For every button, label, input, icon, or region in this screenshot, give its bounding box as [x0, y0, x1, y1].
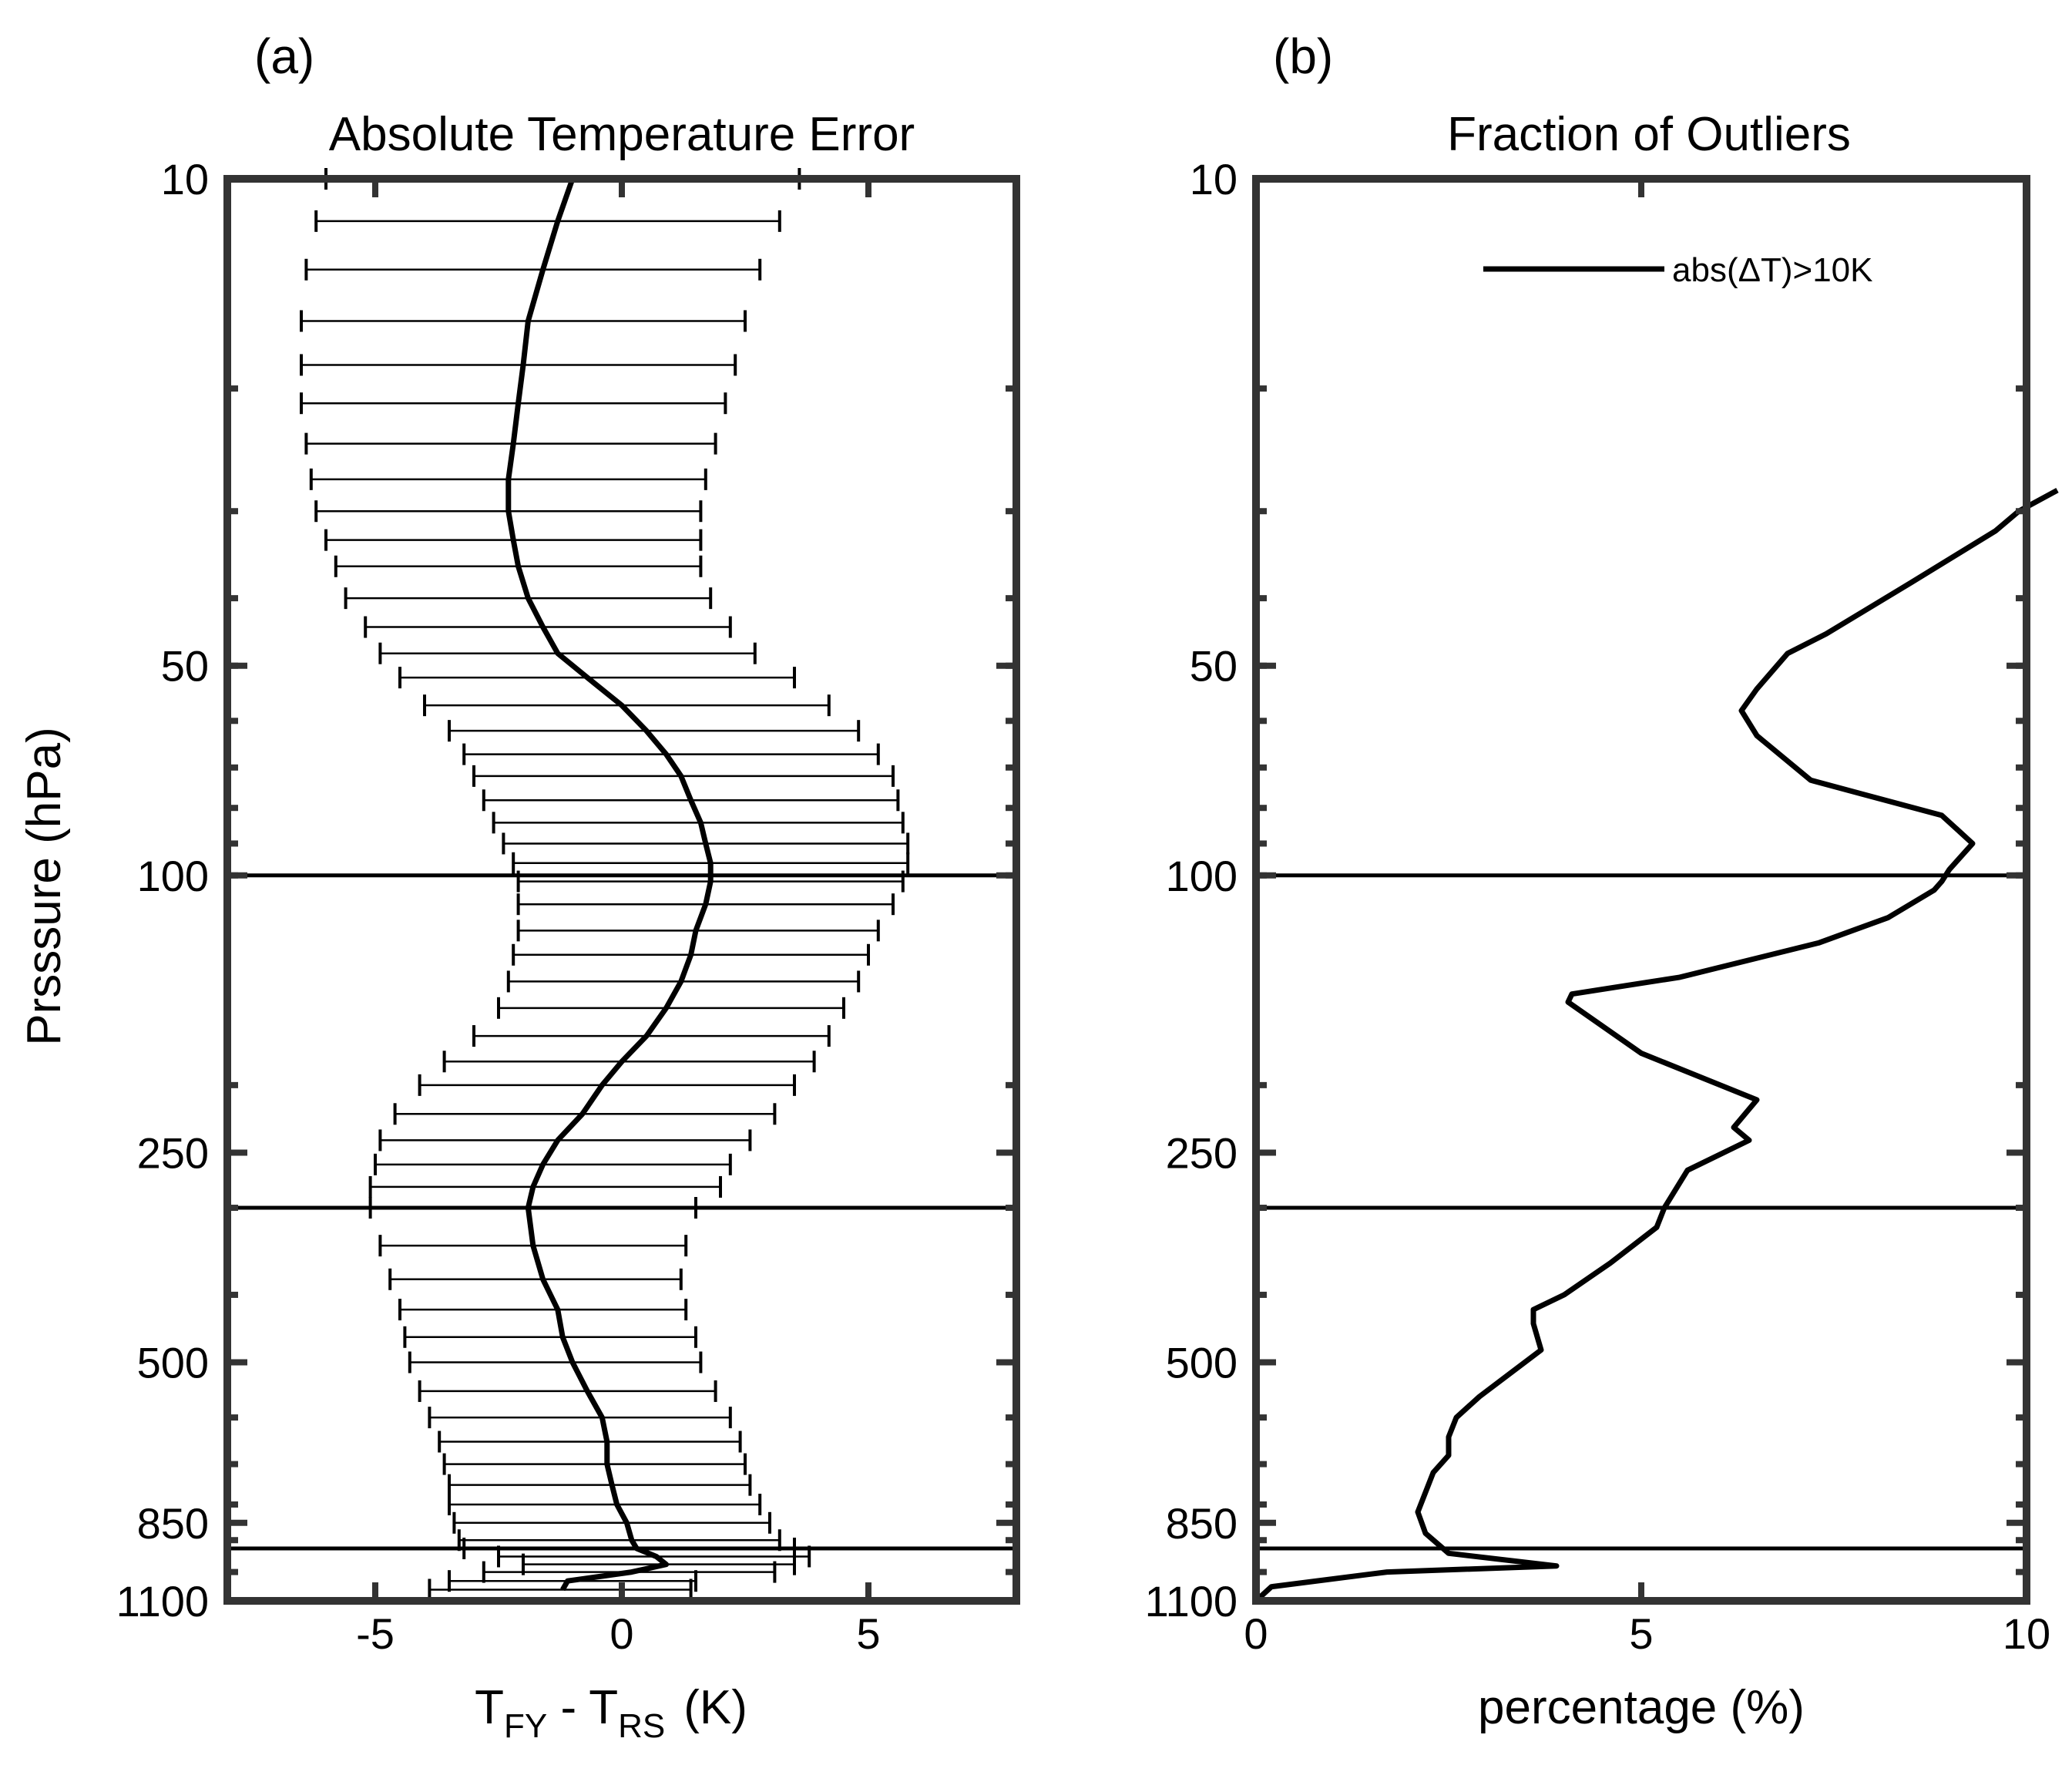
- y-tick-label: 850: [137, 1499, 209, 1548]
- x-tick-label: 5: [856, 1609, 880, 1658]
- y-tick-label: 50: [1190, 642, 1237, 691]
- panel-b: (b) Fraction of Outliers 105010025050085…: [1145, 29, 2059, 1734]
- panel-a: (a) Absolute Temperature Error 105010025…: [18, 29, 1020, 1745]
- y-tick-label: 100: [1166, 852, 1237, 900]
- panel-a-x-axis-label: TFY - TRS (K): [475, 1681, 747, 1745]
- x-tick-label: 0: [610, 1609, 633, 1658]
- y-tick-label: 100: [137, 852, 209, 900]
- panel-a-tick-marks: [227, 176, 1016, 1604]
- y-tick-label: 500: [137, 1339, 209, 1387]
- y-axis-label: Prsssure (hPa): [18, 727, 71, 1045]
- y-tick-label: 50: [161, 642, 209, 691]
- x-tick-label: 5: [1629, 1609, 1653, 1658]
- panel-b-x-tick-labels: 0 5 10: [1244, 1609, 2050, 1658]
- x-label-units: (K): [683, 1681, 747, 1734]
- x-tick-label: 0: [1244, 1609, 1268, 1658]
- panel-b-label: (b): [1273, 29, 1333, 84]
- x-label-minus: -: [547, 1681, 589, 1734]
- y-tick-label: 1100: [116, 1577, 209, 1626]
- x-tick-label: 10: [2003, 1609, 2050, 1658]
- panel-b-reference-lines: [1256, 873, 2027, 1551]
- legend-label: abs(ΔT)>10K: [1672, 251, 1873, 289]
- y-tick-label: 250: [137, 1128, 209, 1177]
- panel-a-error-bars: [300, 168, 910, 1601]
- panel-b-axes-box: [1252, 175, 2030, 1605]
- panel-a-label: (a): [254, 29, 314, 84]
- y-tick-label: 10: [1190, 155, 1237, 203]
- y-tick-label: 10: [161, 155, 209, 203]
- x-label-sub1: FY: [504, 1707, 547, 1745]
- y-tick-label: 500: [1166, 1339, 1237, 1387]
- x-label-t1: T: [475, 1681, 504, 1734]
- panel-a-y-tick-labels: 10 50 100 250 500 850 1100: [116, 155, 209, 1626]
- panel-b-outlier-line: [1254, 488, 2059, 1603]
- panel-a-mean-line: [505, 177, 714, 1592]
- x-label-t2: T: [589, 1681, 618, 1734]
- panel-b-tick-marks: [1253, 176, 2030, 1604]
- y-tick-label: 250: [1166, 1128, 1237, 1177]
- panel-b-x-axis-label: percentage (%): [1478, 1681, 1805, 1734]
- y-tick-label: 1100: [1145, 1577, 1237, 1626]
- panel-a-title: Absolute Temperature Error: [329, 108, 915, 161]
- x-label-sub2: RS: [618, 1707, 665, 1745]
- panel-a-axes-box: [223, 175, 1020, 1605]
- panel-b-y-tick-labels: 10 50 100 250 500 850 1100: [1145, 155, 1237, 1626]
- panel-a-x-tick-labels: -5 0 5: [356, 1609, 880, 1658]
- panel-a-reference-lines: [227, 873, 1016, 1551]
- y-tick-label: 850: [1166, 1499, 1237, 1548]
- x-tick-label: -5: [356, 1609, 395, 1658]
- panel-b-title: Fraction of Outliers: [1447, 108, 1851, 161]
